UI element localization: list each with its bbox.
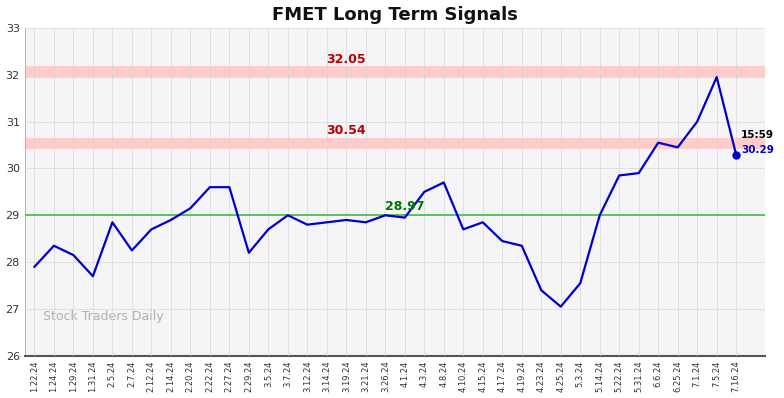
Title: FMET Long Term Signals: FMET Long Term Signals	[272, 6, 518, 23]
Text: 15:59: 15:59	[741, 130, 774, 140]
Text: 28.97: 28.97	[385, 200, 425, 213]
Bar	[24, 66, 765, 78]
Bar	[24, 138, 765, 149]
Text: 30.54: 30.54	[326, 124, 366, 137]
Text: 30.29: 30.29	[741, 145, 774, 155]
Text: Stock Traders Daily: Stock Traders Daily	[43, 310, 164, 323]
Text: 32.05: 32.05	[326, 53, 366, 66]
